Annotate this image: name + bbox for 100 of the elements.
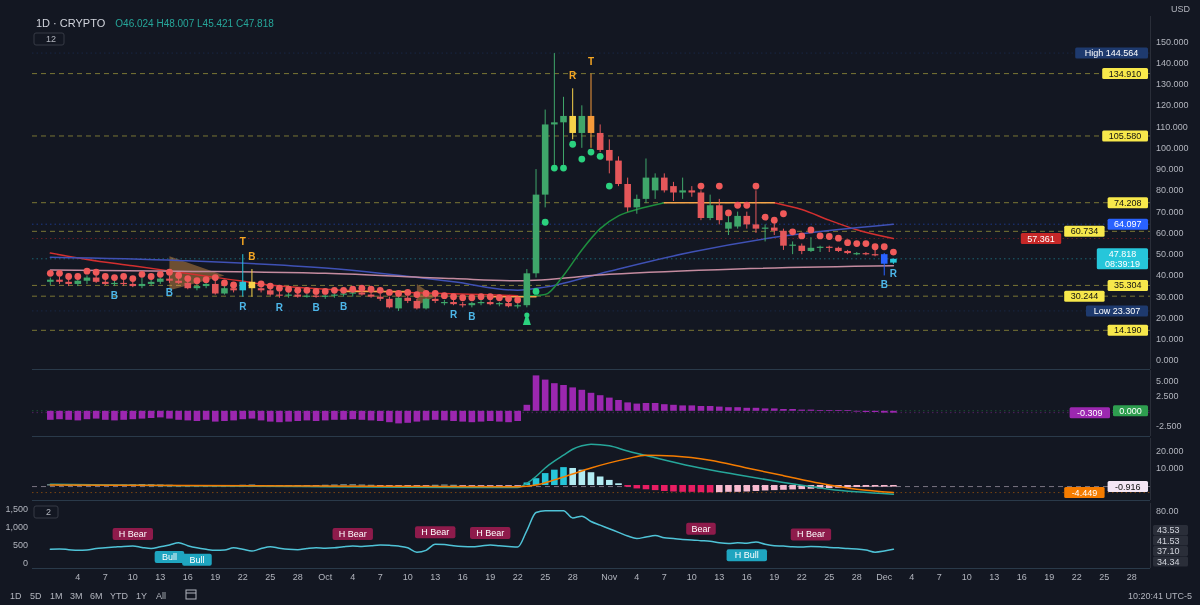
ref-line-label: -0.916 <box>1115 481 1141 492</box>
y-tick-label: 70.000 <box>1156 206 1184 217</box>
ref-line-label: 0.000 <box>1119 405 1142 416</box>
annotation: Bear <box>691 523 711 534</box>
ref-line-label: Low 23.307 <box>1093 305 1141 316</box>
annotation: Bull <box>189 554 205 565</box>
text: All <box>156 591 167 601</box>
x-tick-label: 4 <box>634 572 640 582</box>
annotation: R <box>449 309 458 321</box>
y-tick-label: 1,500 <box>5 503 28 514</box>
ref-line-label: 30.244 <box>1070 291 1099 302</box>
annotation: R <box>889 267 898 279</box>
text: 1D <box>10 591 23 601</box>
x-tick-label: 19 <box>485 572 496 582</box>
y-tick-label: 100.000 <box>1156 142 1189 153</box>
annotation: H Bull <box>734 550 759 561</box>
x-tick-label: 10 <box>686 572 697 582</box>
x-tick-label: 4 <box>75 572 81 582</box>
annotation: Bull <box>161 551 177 562</box>
x-tick-label: 7 <box>377 572 383 582</box>
x-tick-label: 7 <box>102 572 108 582</box>
x-tick-label: 16 <box>741 572 752 582</box>
x-tick-label: 13 <box>989 572 1000 582</box>
x-tick-label: 4 <box>350 572 356 582</box>
text: 3M <box>70 591 83 601</box>
y-tick-label: 1,000 <box>5 521 28 532</box>
chart-title: 1D · CRYPTO <box>36 17 106 29</box>
x-tick-label: 22 <box>1071 572 1082 582</box>
text: 10:20:41 UTC-5 <box>1127 591 1192 601</box>
x-tick-label: 7 <box>936 572 942 582</box>
annotation: H Bear <box>796 529 825 540</box>
x-tick-label: 25 <box>1099 572 1110 582</box>
text: 1Y <box>136 591 148 601</box>
y-tick-label: 30.000 <box>1156 291 1184 302</box>
x-tick-label: 28 <box>567 572 578 582</box>
chart-subtitle: O46.024 H48.007 L45.421 C47.818 <box>115 18 275 29</box>
text: 6M <box>90 591 103 601</box>
y-tick-label: 140.000 <box>1156 57 1189 68</box>
x-tick-label: 28 <box>292 572 303 582</box>
ref-line-label: -4.449 <box>1071 487 1098 498</box>
annotation: T <box>239 236 246 248</box>
ref-line-label: -0.309 <box>1077 407 1103 418</box>
annotation: T <box>587 55 595 67</box>
x-tick-label: 22 <box>796 572 807 582</box>
y-tick-label: 80.000 <box>1156 185 1184 196</box>
x-tick-label: 19 <box>1044 572 1055 582</box>
text: 34.34 <box>1157 556 1180 567</box>
ref-line-label: 14.190 <box>1114 325 1142 336</box>
text: 5D <box>30 591 43 601</box>
x-tick-label: 28 <box>1126 572 1137 582</box>
x-tick-label: 7 <box>661 572 667 582</box>
x-tick-label: 22 <box>512 572 523 582</box>
y-tick-label: 0 <box>22 557 28 568</box>
text: 1M <box>50 591 63 601</box>
x-tick-label: 25 <box>540 572 551 582</box>
y-tick-label: 10.000 <box>1156 334 1184 345</box>
x-tick-label: 4 <box>909 572 915 582</box>
annotation: R <box>569 70 578 82</box>
annotation: R <box>239 300 248 312</box>
ref-line-label: 35.304 <box>1114 280 1142 291</box>
text: 43.53 <box>1157 525 1180 535</box>
annotation: B <box>312 301 320 313</box>
x-tick-label: 13 <box>714 572 725 582</box>
annotation: B <box>248 251 256 263</box>
text: YTD <box>110 591 129 601</box>
ref-line-label: 47.818 08:39:19 <box>1104 248 1140 269</box>
y-tick-label: 120.000 <box>1156 100 1189 111</box>
annotation: H Bear <box>118 529 147 540</box>
x-tick-label: 16 <box>182 572 193 582</box>
ref-line-label: 134.910 <box>1108 68 1142 79</box>
annotation: R <box>275 301 284 313</box>
ref-line-label: 64.097 <box>1114 219 1142 230</box>
ref-line-label: 105.580 <box>1108 130 1142 141</box>
ref-line-label: 74.208 <box>1114 197 1142 208</box>
x-tick-label: 25 <box>265 572 276 582</box>
y-tick-label: 50.000 <box>1156 249 1184 260</box>
ref-line-label: 60.734 <box>1070 226 1099 237</box>
y-tick-label: 5.000 <box>1156 375 1179 386</box>
x-tick-label: 28 <box>851 572 862 582</box>
annotation: B <box>468 311 476 323</box>
text: 37.10 <box>1157 546 1180 556</box>
x-tick-label: 22 <box>237 572 248 582</box>
y-tick-label: -2.500 <box>1156 420 1182 431</box>
annotation: H Bear <box>338 529 367 540</box>
annotation: B <box>880 279 888 291</box>
ref-line-label: High 144.564 <box>1084 48 1139 59</box>
text: 80.00 <box>1156 506 1179 516</box>
x-tick-label: 16 <box>1016 572 1027 582</box>
y-tick-label: 2.500 <box>1156 390 1179 401</box>
annotation: 12 <box>46 34 57 44</box>
y-tick-label: 0.000 <box>1156 355 1179 366</box>
x-tick-label: Oct <box>318 572 333 582</box>
annotation: H Bear <box>421 527 450 538</box>
x-tick-label: 13 <box>155 572 166 582</box>
x-tick-label: 25 <box>824 572 835 582</box>
y-tick-label: 130.000 <box>1156 79 1189 90</box>
text: 41.53 <box>1157 535 1180 546</box>
y-tick-label: 90.000 <box>1156 164 1184 175</box>
x-tick-label: Dec <box>876 572 893 582</box>
x-tick-label: 10 <box>961 572 972 582</box>
